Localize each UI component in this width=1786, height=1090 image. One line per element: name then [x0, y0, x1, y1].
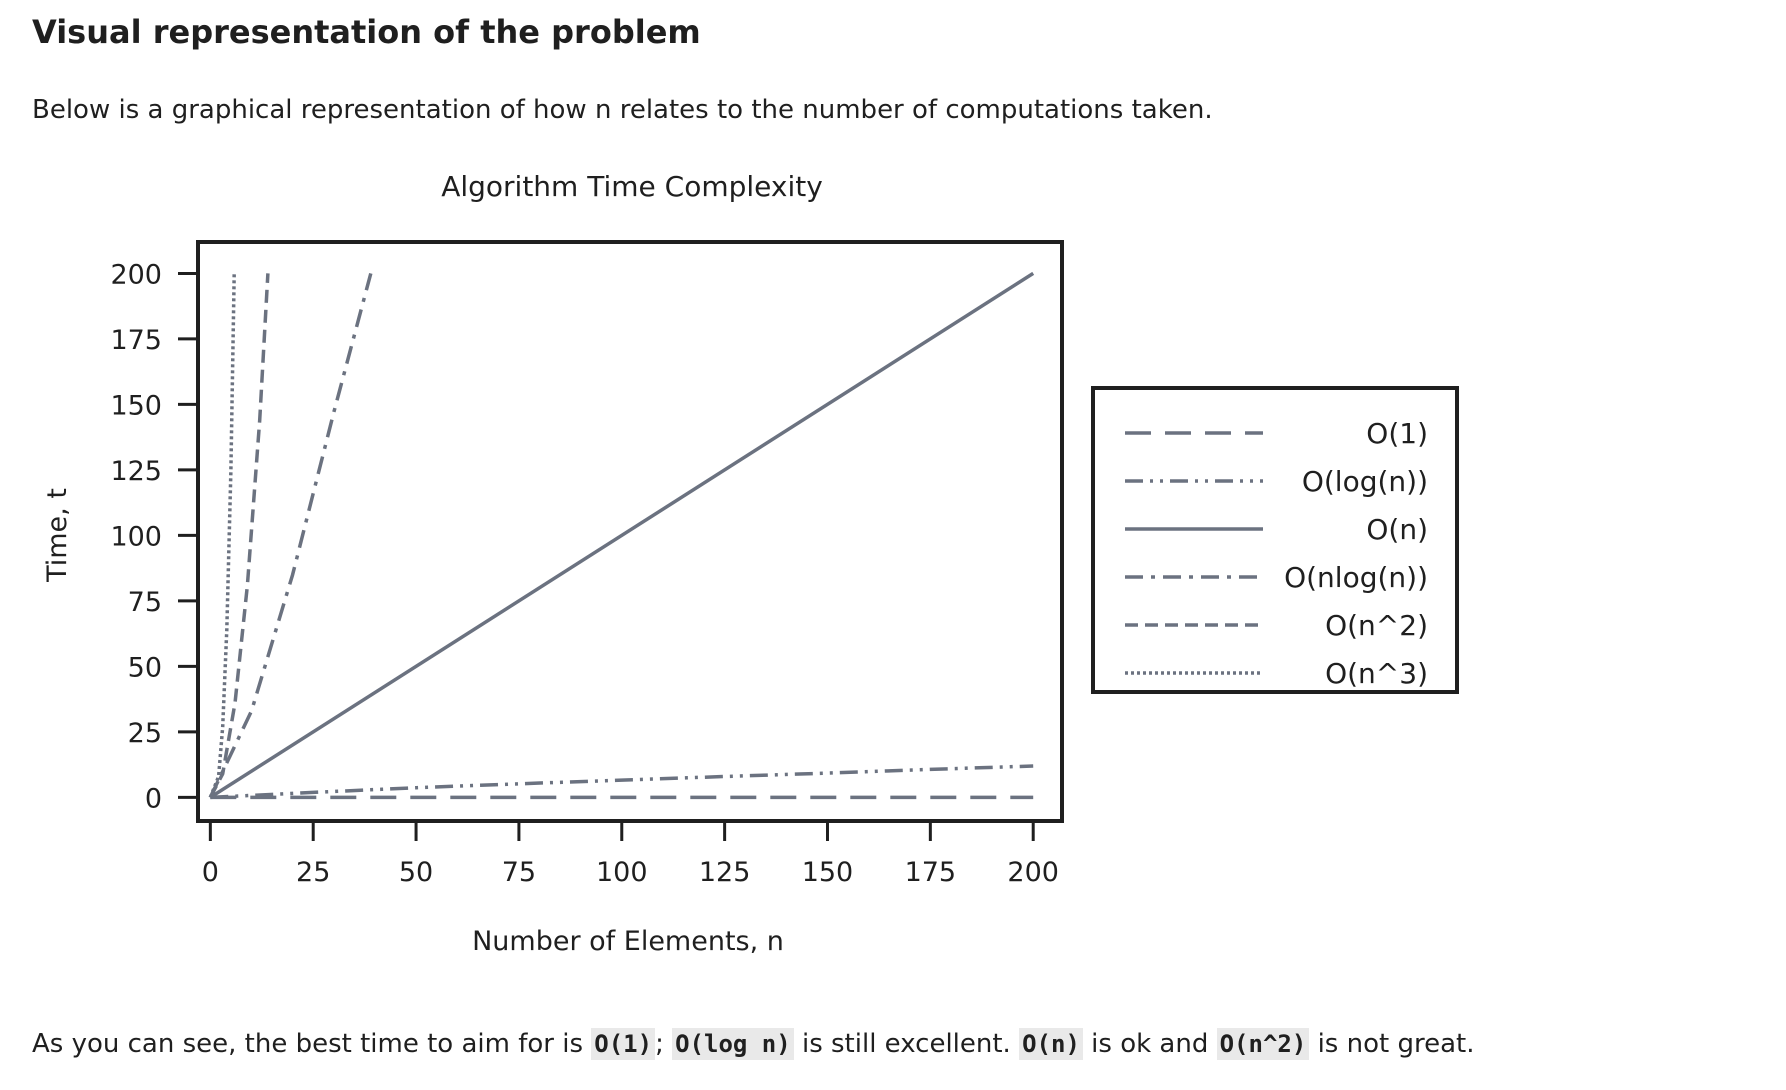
series-line-5: [208, 273, 236, 799]
x-tick-label: 100: [596, 857, 648, 888]
legend-label-5: O(n^3): [1325, 657, 1428, 690]
intro-paragraph: Below is a graphical representation of h…: [32, 95, 1213, 125]
x-axis: 0 25 50 75 100 125 150 175 200: [202, 821, 1059, 888]
code-ologn: O(log n): [672, 1028, 794, 1060]
y-tick-label: 0: [145, 783, 162, 814]
x-tick-label: 150: [802, 857, 854, 888]
y-tick-label: 50: [128, 652, 162, 683]
series-line-2: [209, 271, 1035, 799]
y-tick-label: 150: [110, 390, 162, 421]
legend-label-1: O(log(n)): [1302, 465, 1428, 498]
code-on: O(n): [1019, 1028, 1083, 1060]
y-axis-label: Time, t: [42, 488, 73, 583]
x-tick-label: 175: [905, 857, 957, 888]
conclusion-text-mid2: is ok and: [1082, 1029, 1217, 1059]
x-tick-label: 0: [202, 857, 219, 888]
y-tick-label: 25: [128, 718, 162, 749]
series-line-1: [210, 764, 1034, 800]
x-tick-label: 25: [296, 857, 330, 888]
x-axis-label: Number of Elements, n: [472, 926, 784, 957]
series-line-4: [208, 273, 270, 799]
x-tick-label: 200: [1007, 857, 1059, 888]
complexity-chart: Algorithm Time Complexity 0 25 50 75 100 125 1…: [42, 170, 1459, 957]
y-tick-label: 125: [110, 456, 162, 487]
legend-frame: [1091, 386, 1459, 694]
y-axis: 0 25 50 75 100 125 150 175 200: [110, 259, 198, 814]
legend-label-2: O(n): [1366, 513, 1428, 546]
y-tick-label: 200: [110, 259, 162, 290]
legend-label-0: O(1): [1366, 417, 1428, 450]
y-tick-label: 75: [128, 587, 162, 618]
conclusion-text-mid1: is still excellent.: [793, 1029, 1020, 1059]
x-tick-label: 50: [399, 857, 433, 888]
conclusion-paragraph: As you can see, the best time to aim for…: [32, 1024, 1474, 1064]
legend: O(1) O(log(n)) O(n) O(nlog(n)) O(n^2) O(n^3): [1091, 386, 1459, 694]
x-tick-label: 125: [699, 857, 751, 888]
y-tick-label: 175: [110, 325, 162, 356]
conclusion-text-end: is not great.: [1309, 1029, 1475, 1059]
code-o1: O(1): [591, 1028, 656, 1060]
section-heading: Visual representation of the problem: [32, 13, 701, 51]
conclusion-text-start: As you can see, the best time to aim for…: [32, 1029, 592, 1059]
series-line-3: [208, 272, 373, 799]
legend-label-3: O(nlog(n)): [1284, 561, 1428, 594]
y-tick-label: 100: [110, 521, 162, 552]
complexity-figure: Algorithm Time Complexity 0 25 50 75 100 125 1…: [0, 150, 1786, 980]
plot-area: [208, 271, 1035, 800]
plot-frame: [196, 240, 1064, 823]
x-tick-label: 75: [502, 857, 536, 888]
conclusion-separator: ;: [655, 1029, 673, 1059]
chart-title: Algorithm Time Complexity: [441, 170, 823, 203]
legend-label-4: O(n^2): [1325, 609, 1428, 642]
code-on2: O(n^2): [1216, 1028, 1310, 1060]
